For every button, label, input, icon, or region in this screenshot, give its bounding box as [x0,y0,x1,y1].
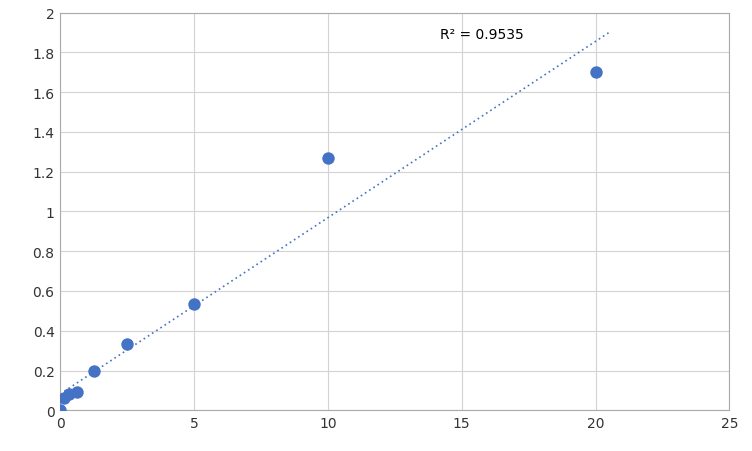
Point [322,155,334,162]
Point [71,389,83,396]
Point [62,391,74,398]
Point [121,341,133,348]
Point [87,367,99,374]
Point [59,395,71,402]
Text: R² = 0.9535: R² = 0.9535 [441,28,524,42]
Point [188,301,200,308]
Point [54,407,66,414]
Point [590,69,602,77]
